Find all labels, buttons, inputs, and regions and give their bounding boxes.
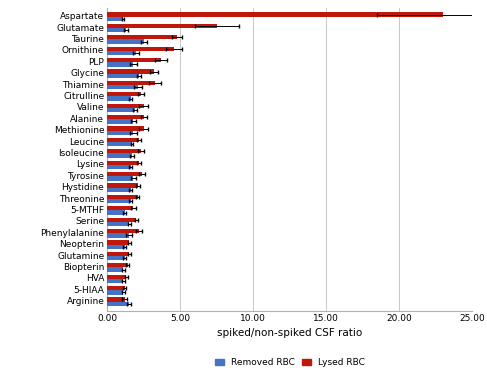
Bar: [107, 92, 141, 97]
Bar: [107, 115, 144, 119]
Bar: [107, 161, 139, 165]
Legend: Removed RBC, Lysed RBC: Removed RBC, Lysed RBC: [211, 355, 369, 371]
Bar: [107, 188, 131, 192]
Bar: [107, 131, 133, 135]
Bar: [107, 85, 138, 89]
Bar: [107, 13, 443, 17]
Bar: [107, 103, 144, 108]
Bar: [107, 268, 123, 272]
Bar: [107, 298, 125, 302]
Bar: [107, 229, 139, 233]
Bar: [107, 222, 129, 226]
Bar: [107, 274, 126, 279]
Bar: [107, 81, 155, 85]
Bar: [107, 176, 133, 181]
Bar: [107, 51, 136, 55]
Bar: [107, 74, 139, 78]
Bar: [107, 58, 161, 62]
Bar: [107, 28, 126, 33]
Bar: [107, 119, 133, 124]
Bar: [107, 126, 144, 131]
Bar: [107, 252, 129, 256]
Bar: [107, 35, 177, 39]
Bar: [107, 165, 131, 169]
Bar: [107, 286, 125, 290]
Bar: [107, 47, 174, 51]
Bar: [107, 97, 131, 101]
Bar: [107, 218, 136, 222]
Bar: [107, 69, 154, 74]
Bar: [107, 138, 139, 142]
Bar: [107, 149, 141, 153]
Bar: [107, 199, 131, 204]
Bar: [107, 290, 123, 294]
X-axis label: spiked/non-spiked CSF ratio: spiked/non-spiked CSF ratio: [217, 328, 362, 338]
Bar: [107, 233, 129, 238]
Bar: [107, 17, 123, 21]
Bar: [107, 153, 132, 158]
Bar: [107, 279, 123, 283]
Bar: [107, 142, 132, 146]
Bar: [107, 24, 217, 28]
Bar: [107, 195, 138, 199]
Bar: [107, 62, 133, 67]
Bar: [107, 302, 129, 306]
Bar: [107, 172, 142, 176]
Bar: [107, 263, 128, 268]
Bar: [107, 256, 125, 260]
Bar: [107, 183, 138, 188]
Bar: [107, 206, 133, 210]
Bar: [107, 245, 125, 249]
Bar: [107, 210, 125, 215]
Bar: [107, 108, 135, 112]
Bar: [107, 240, 129, 245]
Bar: [107, 39, 144, 44]
